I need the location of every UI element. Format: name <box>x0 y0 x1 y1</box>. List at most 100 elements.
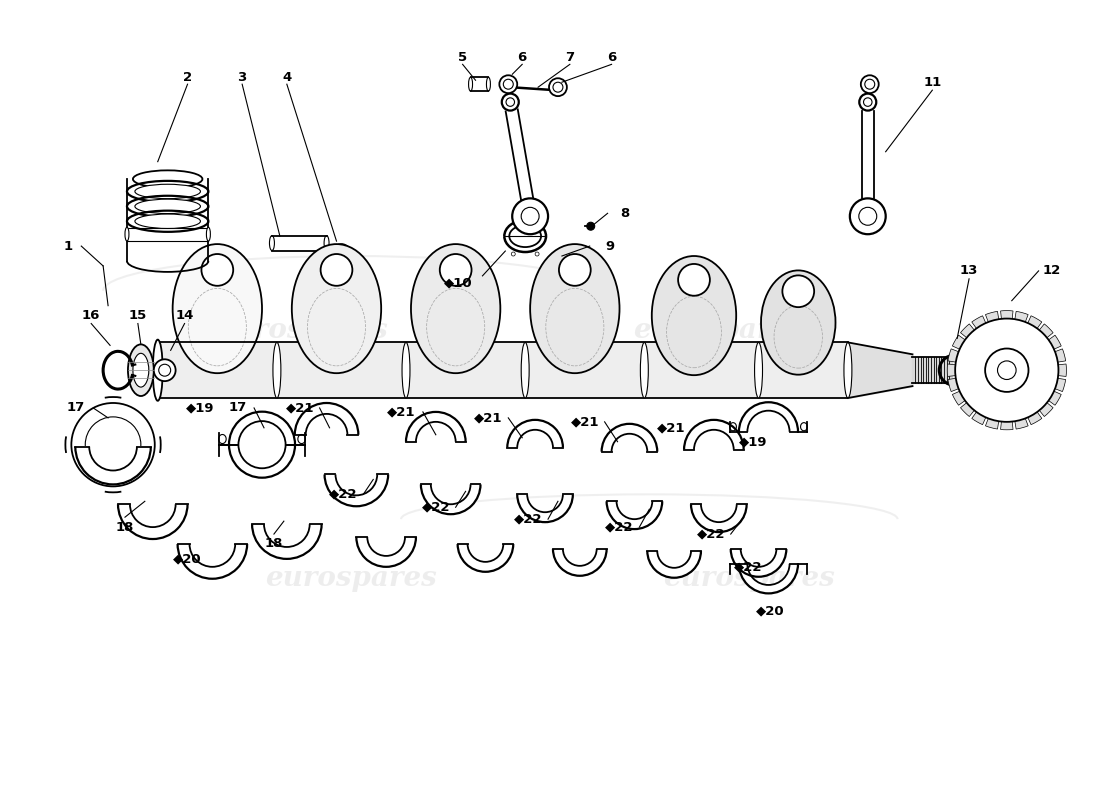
Circle shape <box>72 403 155 486</box>
Wedge shape <box>1001 310 1013 321</box>
Circle shape <box>440 254 472 286</box>
Text: ◆21: ◆21 <box>286 402 313 414</box>
Ellipse shape <box>652 256 736 375</box>
Polygon shape <box>229 412 295 445</box>
Text: 2: 2 <box>183 70 192 84</box>
Text: 3: 3 <box>238 70 246 84</box>
Circle shape <box>955 318 1058 422</box>
Circle shape <box>559 254 591 286</box>
Text: 13: 13 <box>960 265 978 278</box>
Circle shape <box>850 198 886 234</box>
Wedge shape <box>953 335 967 350</box>
Polygon shape <box>177 544 248 578</box>
Text: ◆20: ◆20 <box>173 552 201 566</box>
Text: 6: 6 <box>518 51 527 64</box>
Wedge shape <box>1014 417 1028 429</box>
Ellipse shape <box>154 342 162 398</box>
Text: ◆22: ◆22 <box>329 488 358 501</box>
Wedge shape <box>986 417 999 429</box>
Polygon shape <box>606 502 662 529</box>
Ellipse shape <box>133 354 148 387</box>
Text: 16: 16 <box>82 309 100 322</box>
Circle shape <box>499 75 517 93</box>
Ellipse shape <box>207 227 210 241</box>
Text: 4: 4 <box>283 70 292 84</box>
Ellipse shape <box>292 244 382 373</box>
Text: ◆22: ◆22 <box>735 560 763 574</box>
Ellipse shape <box>844 342 851 398</box>
Text: 18: 18 <box>116 521 134 534</box>
Wedge shape <box>960 324 976 339</box>
Wedge shape <box>1053 378 1066 391</box>
Polygon shape <box>295 403 359 434</box>
Text: ◆21: ◆21 <box>387 406 416 418</box>
Text: ◆21: ◆21 <box>474 411 503 424</box>
Polygon shape <box>75 446 151 484</box>
Ellipse shape <box>273 342 280 398</box>
Wedge shape <box>1053 349 1066 362</box>
Ellipse shape <box>530 244 619 373</box>
Text: 8: 8 <box>620 207 629 220</box>
Circle shape <box>986 349 1028 392</box>
Circle shape <box>502 94 519 110</box>
Ellipse shape <box>640 342 648 398</box>
Ellipse shape <box>125 227 129 241</box>
Ellipse shape <box>521 342 529 398</box>
Text: 17: 17 <box>228 402 246 414</box>
Ellipse shape <box>135 199 200 214</box>
Polygon shape <box>507 420 563 448</box>
Wedge shape <box>1047 390 1062 406</box>
Wedge shape <box>948 349 960 362</box>
Polygon shape <box>421 485 481 514</box>
Text: eurospares: eurospares <box>216 317 387 344</box>
Text: 6: 6 <box>607 51 616 64</box>
Wedge shape <box>1027 316 1042 330</box>
Wedge shape <box>948 378 960 391</box>
Ellipse shape <box>486 78 491 91</box>
Text: eurospares: eurospares <box>265 566 438 592</box>
Ellipse shape <box>755 342 762 398</box>
Ellipse shape <box>761 270 836 374</box>
Text: eurospares: eurospares <box>662 566 835 592</box>
Polygon shape <box>229 445 295 478</box>
Wedge shape <box>1038 324 1053 339</box>
Wedge shape <box>971 410 987 425</box>
Wedge shape <box>953 390 967 406</box>
Circle shape <box>513 198 548 234</box>
Text: 5: 5 <box>458 51 468 64</box>
Ellipse shape <box>270 236 274 250</box>
Ellipse shape <box>402 342 410 398</box>
Text: 17: 17 <box>66 402 85 414</box>
Polygon shape <box>739 564 798 594</box>
Text: ◆20: ◆20 <box>756 604 784 617</box>
Polygon shape <box>517 494 573 522</box>
Wedge shape <box>971 316 987 330</box>
Text: eurospares: eurospares <box>632 317 805 344</box>
Text: 7: 7 <box>565 51 574 64</box>
Text: 14: 14 <box>175 309 194 322</box>
Text: 1: 1 <box>64 239 73 253</box>
Text: 15: 15 <box>129 309 147 322</box>
Polygon shape <box>324 474 388 506</box>
Text: ◆22: ◆22 <box>514 513 542 526</box>
Polygon shape <box>684 420 744 450</box>
Polygon shape <box>602 424 658 452</box>
Text: 9: 9 <box>605 239 614 253</box>
Text: 12: 12 <box>1043 265 1060 278</box>
Polygon shape <box>252 524 321 559</box>
Polygon shape <box>647 551 701 578</box>
Text: ◆22: ◆22 <box>605 521 634 534</box>
Circle shape <box>861 75 879 93</box>
Text: ◆19: ◆19 <box>186 402 214 414</box>
Text: 11: 11 <box>923 76 942 89</box>
Wedge shape <box>1027 410 1042 425</box>
Text: ◆10: ◆10 <box>444 276 473 290</box>
Circle shape <box>998 361 1016 379</box>
Circle shape <box>678 264 710 296</box>
Wedge shape <box>1014 311 1028 324</box>
Text: ◆22: ◆22 <box>696 527 725 541</box>
Wedge shape <box>947 364 957 377</box>
Wedge shape <box>1056 364 1066 377</box>
Polygon shape <box>730 549 786 577</box>
Polygon shape <box>356 537 416 567</box>
